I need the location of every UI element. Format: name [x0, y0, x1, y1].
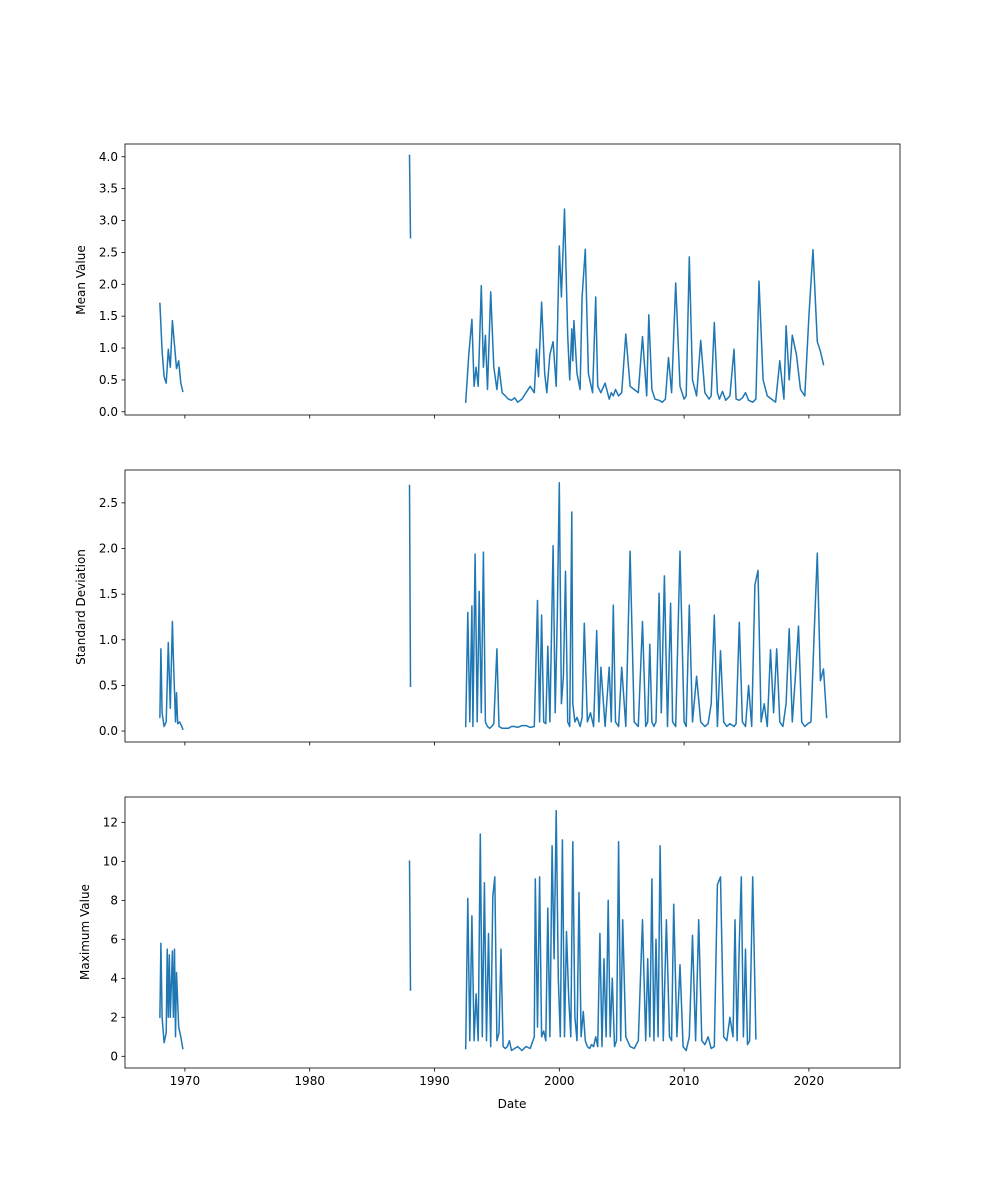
y-tick-label: 1.5 — [99, 587, 118, 601]
series-line-panel3-segment2 — [408, 860, 412, 991]
series-line-panel2-segment2 — [408, 484, 412, 688]
y-tick-label: 2.5 — [99, 496, 118, 510]
x-tick-label: 1970 — [170, 1074, 201, 1088]
y-tick-label: 10 — [103, 854, 118, 868]
y-tick-label: 6 — [110, 932, 118, 946]
series-line-panel2-segment1 — [159, 620, 184, 731]
y-tick-label: 0.0 — [99, 405, 118, 419]
y-tick-label: 1.0 — [99, 633, 118, 647]
plot-frame-panel1 — [124, 143, 901, 416]
series-line-panel3-segment1 — [159, 942, 184, 1050]
panel-mean-value: Mean Value 0.0 0.5 1.0 1.5 2.0 2.5 3.0 3.5 4.0 — [74, 143, 901, 419]
y-tick-label: 3.0 — [99, 214, 118, 228]
y-tick-label: 0.5 — [99, 373, 118, 387]
y-tick-label: 3.5 — [99, 182, 118, 196]
y-tick-label: 1.5 — [99, 309, 118, 323]
y-tick-label: 2.0 — [99, 541, 118, 555]
y-tick-label: 0 — [110, 1049, 118, 1063]
panel-maximum-value: Maximum Value 0 2 4 6 8 10 12 1970 1980 1990 2000 2… — [78, 796, 901, 1088]
x-tick-label: 1980 — [294, 1074, 325, 1088]
y-tick-label: 0.0 — [99, 724, 118, 738]
y-axis-label-mean-value: Mean Value — [74, 245, 88, 314]
x-axis-label: Date — [498, 1097, 527, 1111]
plot-frame-panel2 — [124, 469, 901, 743]
series-line-panel1-segment2 — [408, 154, 412, 239]
y-tick-label: 0.5 — [99, 678, 118, 692]
x-tick-label: 2010 — [669, 1074, 700, 1088]
plot-frame-panel3 — [124, 796, 901, 1069]
series-line-panel3-segment3 — [464, 809, 757, 1052]
y-tick-label: 12 — [103, 815, 118, 829]
series-line-panel2-segment3 — [464, 482, 828, 730]
y-tick-label: 1.0 — [99, 341, 118, 355]
x-tick-label: 2020 — [794, 1074, 825, 1088]
y-axis-label-standard-deviation: Standard Deviation — [74, 549, 88, 665]
x-tick-label: 1990 — [419, 1074, 450, 1088]
x-tick-label: 2000 — [544, 1074, 575, 1088]
y-tick-label: 2.5 — [99, 245, 118, 259]
y-axis-label-maximum-value: Maximum Value — [78, 884, 92, 980]
y-tick-label: 8 — [110, 893, 118, 907]
y-tick-label: 2 — [110, 1010, 118, 1024]
y-tick-label: 4.0 — [99, 150, 118, 164]
series-line-panel1-segment3 — [464, 208, 825, 403]
series-line-panel1-segment1 — [159, 302, 184, 393]
y-tick-label: 4 — [110, 971, 118, 985]
y-tick-label: 2.0 — [99, 277, 118, 291]
panel-standard-deviation: Standard Deviation 0.0 0.5 1.0 1.5 2.0 2.5 — [74, 469, 901, 746]
